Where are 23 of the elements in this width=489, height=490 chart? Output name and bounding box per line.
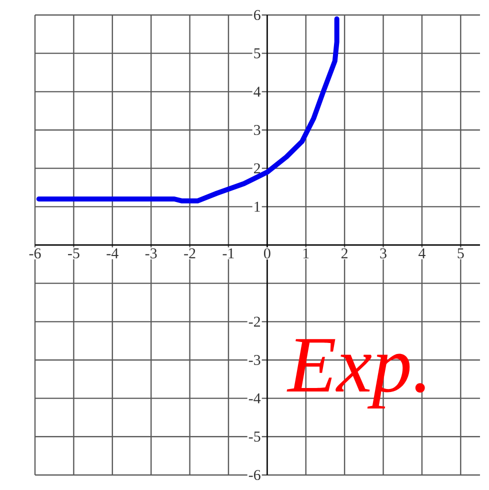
y-tick-label: 5 (254, 48, 260, 58)
x-tick-label: 4 (418, 248, 426, 258)
y-tick-label: 6 (254, 10, 260, 20)
y-tick-label: 4 (254, 86, 261, 97)
y-tick-label: 3 (254, 124, 260, 136)
x-tick-label: -6 (29, 248, 41, 258)
y-tick-label: -4 (248, 393, 261, 404)
x-tick-label: 5 (458, 248, 464, 258)
x-tick-label: 2 (341, 248, 348, 258)
x-tick-label: 3 (380, 248, 386, 258)
y-tick-label: 2 (254, 163, 260, 174)
x-tick-label: 0 (264, 248, 270, 258)
y-tick-label: -2 (248, 316, 260, 327)
y-tick-label: -5 (248, 432, 260, 442)
x-tick-label: -1 (222, 248, 234, 258)
y-tick-label: 1 (254, 202, 260, 212)
x-tick-label: 1 (303, 248, 309, 258)
x-tick-label: -5 (68, 248, 80, 258)
y-tick-label: -6 (248, 470, 260, 480)
x-tick-label: -4 (106, 248, 118, 258)
y-tick-label: -3 (248, 354, 260, 366)
x-tick-label: -2 (184, 248, 196, 258)
x-tick-label: -3 (145, 248, 157, 258)
